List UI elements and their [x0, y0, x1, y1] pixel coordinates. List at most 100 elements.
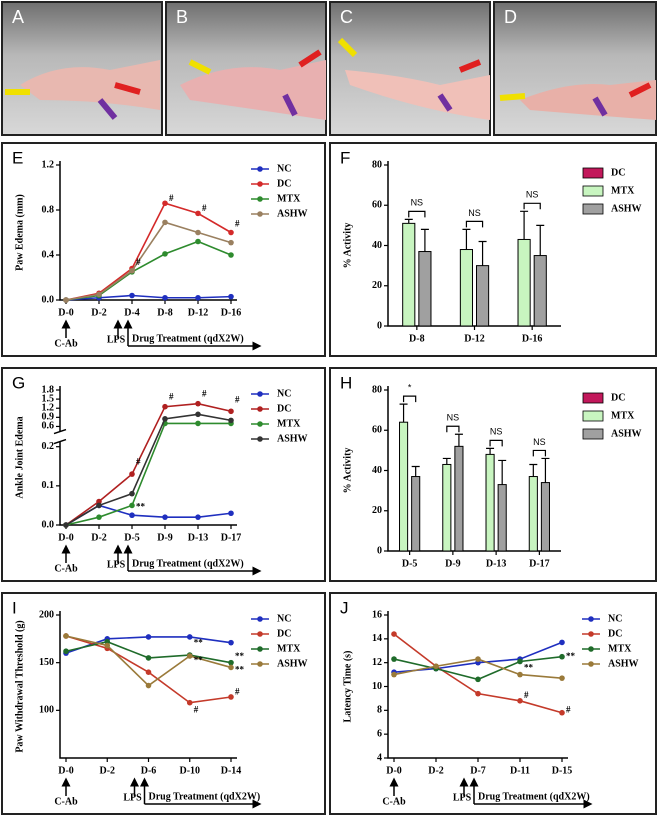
- data-point: [228, 510, 234, 517]
- panel-label: F: [340, 148, 350, 167]
- error-bar: [399, 403, 408, 423]
- legend-label: DC: [277, 178, 291, 189]
- legend-label: MTX: [277, 193, 301, 204]
- x-tick-label: D-0: [58, 307, 74, 318]
- legend-swatch: [582, 167, 604, 179]
- data-point: [96, 291, 102, 298]
- data-point: [162, 403, 168, 410]
- comparison-label: NS: [490, 427, 503, 437]
- bar: [476, 265, 490, 327]
- bar: [517, 238, 531, 327]
- data-point: [228, 293, 234, 300]
- legend-label: MTX: [277, 418, 301, 429]
- legend-swatch: [582, 185, 604, 197]
- series-line: [65, 294, 232, 301]
- timeline-label: LPS: [123, 792, 142, 803]
- panel-label: J: [340, 598, 349, 617]
- legend-label: DC: [611, 392, 625, 403]
- bar: [528, 476, 538, 552]
- data-point: [96, 502, 102, 509]
- y-tick-label: 80: [372, 384, 382, 395]
- legend-swatch: [257, 421, 263, 427]
- data-point: [162, 200, 168, 207]
- photo: C: [329, 1, 491, 136]
- annotation: #: [136, 257, 141, 267]
- legend-label: ASHW: [277, 208, 308, 219]
- annotation: **: [235, 664, 245, 674]
- data-point: [391, 656, 397, 662]
- error-bar: [536, 224, 545, 256]
- legend-swatch: [582, 428, 604, 440]
- data-point: [195, 210, 201, 217]
- data-point: [228, 229, 234, 236]
- data-point: [228, 664, 234, 671]
- panel-frame: [329, 592, 657, 815]
- comparison-label: NS: [468, 208, 481, 218]
- axis-break: [55, 431, 65, 442]
- legend-label: MTX: [277, 643, 301, 654]
- error-bar: [486, 447, 495, 455]
- timeline-label: C-Ab: [54, 338, 78, 349]
- bar: [402, 222, 416, 327]
- x-tick-label: D-17: [221, 532, 242, 543]
- data-point: [145, 669, 152, 675]
- bar: [459, 249, 473, 327]
- bar: [485, 453, 495, 552]
- legend-swatch: [257, 631, 263, 637]
- x-tick-label: D-13: [486, 558, 507, 569]
- y-tick-label: 10: [372, 681, 382, 692]
- y-tick-label: 0: [377, 545, 382, 556]
- timeline-label: LPS: [107, 334, 126, 345]
- data-point: [186, 699, 193, 706]
- legend-swatch: [257, 646, 263, 652]
- x-tick-label: D-5: [124, 532, 140, 543]
- annotation: #: [524, 690, 529, 700]
- y-tick-label: 6: [377, 728, 382, 739]
- y-tick-label: 20: [372, 505, 382, 516]
- y-tick-label: 0.6: [42, 421, 55, 432]
- y-axis-label: Paw Edema (mm): [14, 194, 25, 271]
- legend-label: MTX: [608, 643, 632, 654]
- y-tick-label: 150: [39, 657, 54, 668]
- data-point: [145, 682, 152, 689]
- data-point: [559, 653, 565, 660]
- data-point: [186, 653, 193, 659]
- y-tick-label: 8: [377, 705, 382, 716]
- data-point: [559, 709, 565, 716]
- legend-swatch: [582, 392, 604, 404]
- photo: D: [493, 1, 657, 136]
- legend-swatch: [257, 196, 263, 202]
- data-point: [129, 490, 135, 497]
- x-tick-label: D-4: [124, 307, 140, 318]
- error-bar: [478, 240, 487, 266]
- error-bar: [541, 457, 550, 483]
- annotation: #: [136, 456, 141, 466]
- chart-panel: G 0.0 0.1 0.2 0.60.91.21.51.8 Ankle Joint Ede…: [1, 367, 326, 582]
- photo-row: A B C D: [1, 1, 657, 136]
- x-tick-label: D-7: [470, 765, 486, 776]
- legend-swatch: [257, 406, 263, 412]
- x-tick-label: D-0: [386, 765, 402, 776]
- x-tick-label: D-2: [91, 532, 107, 543]
- y-tick-label: 0: [377, 320, 382, 331]
- legend-swatch: [588, 661, 594, 667]
- x-tick-label: D-2: [428, 765, 444, 776]
- error-bar: [520, 210, 529, 240]
- legend-label: ASHW: [608, 658, 639, 669]
- x-tick-label: D-9: [445, 558, 461, 569]
- y-tick-label: 80: [372, 159, 382, 170]
- error-bar: [498, 459, 507, 485]
- legend-swatch: [257, 166, 263, 172]
- y-tick-label: 12: [372, 657, 382, 668]
- data-point: [228, 694, 234, 700]
- comparison-bracket: [465, 220, 484, 228]
- data-point: [391, 671, 397, 678]
- series-line: [65, 240, 232, 301]
- panel-label: H: [340, 373, 352, 392]
- legend-swatch: [257, 211, 263, 217]
- comparison-label: NS: [447, 413, 460, 423]
- series-line: [65, 202, 232, 301]
- y-tick-label: 60: [372, 200, 382, 211]
- x-tick-label: D-0: [58, 765, 74, 776]
